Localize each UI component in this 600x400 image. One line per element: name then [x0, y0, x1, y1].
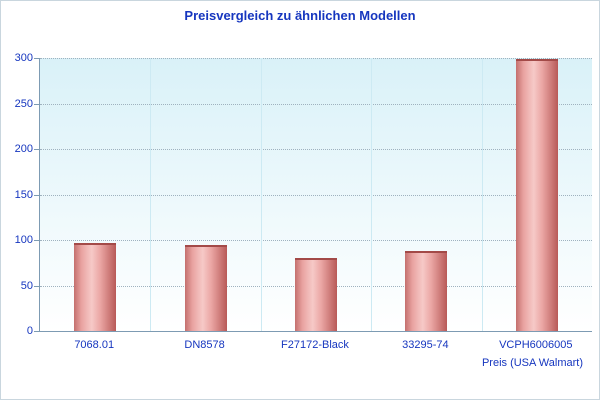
bar-33295-74 [405, 250, 448, 331]
x-axis-title: Preis (USA Walmart) [481, 357, 583, 369]
plot-area [39, 58, 592, 332]
x-tick-label-VCPH6006005: VCPH6006005 [499, 339, 573, 351]
y-tick-label-150: 150 [14, 188, 33, 201]
gridline-250 [40, 103, 592, 105]
y-tick-label-200: 200 [14, 143, 33, 155]
x-tick-label-33295-74: 33295-74 [402, 339, 449, 351]
y-tick-label-250: 250 [14, 97, 33, 110]
y-tick-label-0: 0 [26, 325, 33, 337]
gridline-150 [40, 194, 592, 196]
gridline-100 [40, 240, 592, 241]
y-tick-mark-100 [34, 240, 39, 241]
category-separator [481, 58, 483, 331]
x-tick-label-F27172-Black: F27172-Black [281, 339, 349, 351]
bar-F27172-Black [295, 258, 337, 331]
category-separator [260, 58, 262, 331]
y-tick-mark-0 [34, 331, 39, 332]
gridline-200 [40, 149, 592, 150]
y-tick-mark-150 [34, 194, 39, 196]
y-tick-mark-200 [34, 149, 39, 150]
category-separator [150, 58, 152, 331]
category-separator [371, 58, 373, 331]
y-tick-label-100: 100 [14, 234, 33, 246]
x-tick-label-DN8578: DN8578 [184, 339, 225, 351]
bar-DN8578 [184, 245, 227, 331]
x-tick-label-7068.01: 7068.01 [74, 339, 115, 351]
chart-title: Preisvergleich zu ähnlichen Modellen [184, 8, 416, 23]
gridline-300 [40, 58, 592, 59]
y-tick-label-300: 300 [14, 52, 33, 64]
bar-7068.01 [74, 242, 117, 331]
y-tick-mark-300 [34, 58, 39, 59]
y-tick-mark-250 [34, 103, 39, 105]
bar-VCPH6006005 [515, 58, 558, 331]
y-tick-label-50: 50 [20, 279, 33, 292]
y-tick-mark-50 [34, 285, 39, 287]
